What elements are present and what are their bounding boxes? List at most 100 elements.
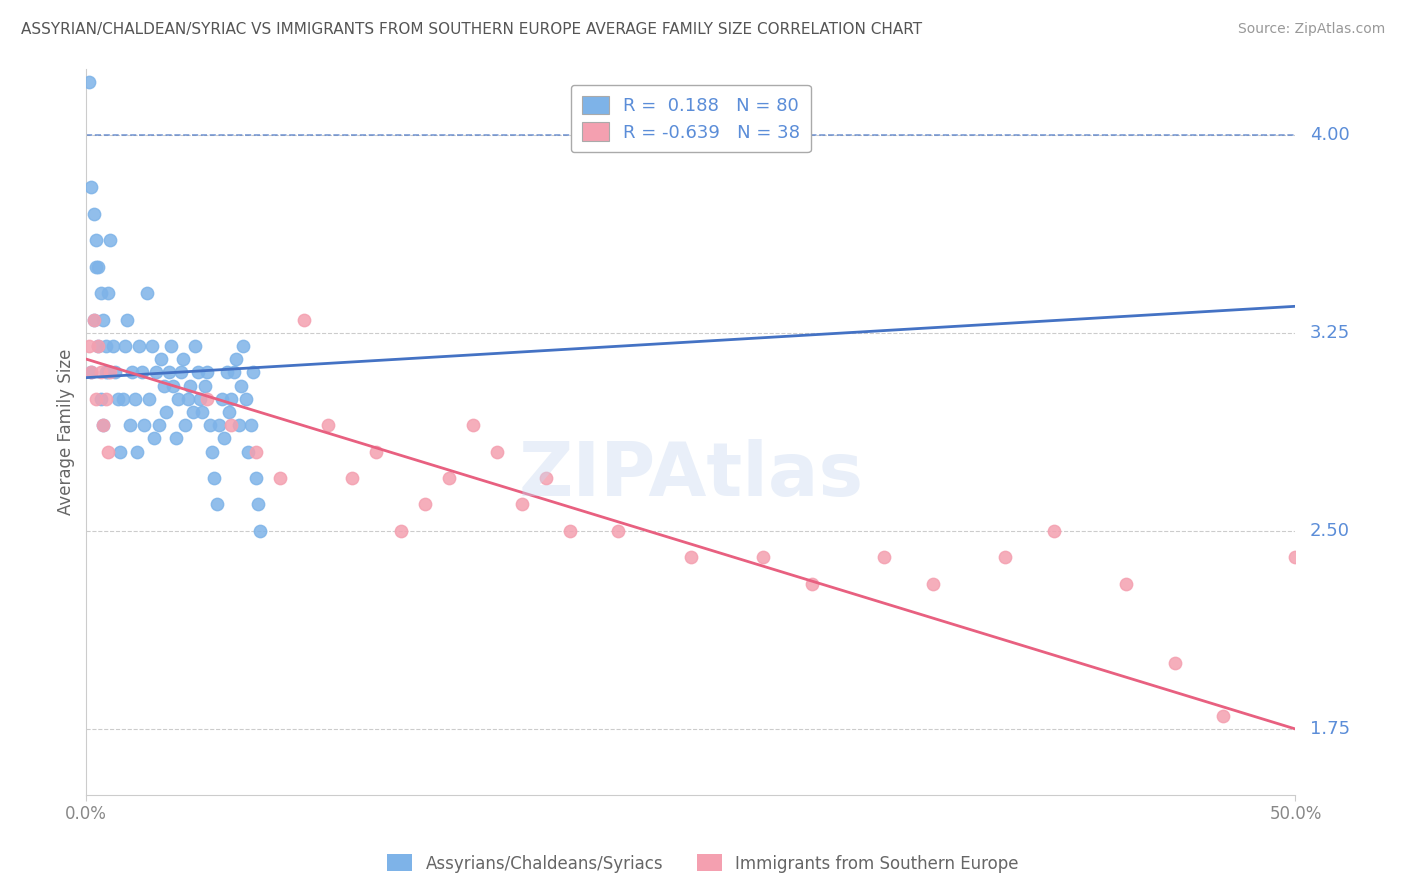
- Point: [125, 444, 148, 458]
- Point: [143, 431, 166, 445]
- Point: [191, 405, 214, 419]
- Point: [94, 365, 117, 379]
- Point: [124, 392, 146, 406]
- Point: [607, 524, 630, 538]
- Point: [413, 498, 436, 512]
- Point: [111, 392, 134, 406]
- Point: [486, 444, 509, 458]
- Point: [1284, 550, 1306, 565]
- Point: [195, 365, 218, 379]
- Point: [235, 392, 257, 406]
- Point: [83, 312, 105, 326]
- Point: [87, 339, 110, 353]
- Point: [558, 524, 581, 538]
- Point: [269, 471, 291, 485]
- Point: [366, 444, 388, 458]
- Point: [1115, 576, 1137, 591]
- Point: [131, 365, 153, 379]
- Point: [100, 233, 122, 247]
- Point: [198, 418, 221, 433]
- Point: [80, 365, 103, 379]
- Point: [1042, 524, 1064, 538]
- Point: [195, 392, 218, 406]
- Point: [246, 498, 269, 512]
- Point: [135, 286, 157, 301]
- Point: [165, 431, 187, 445]
- Point: [204, 471, 226, 485]
- Point: [194, 378, 217, 392]
- Point: [177, 392, 200, 406]
- Point: [218, 405, 240, 419]
- Text: Source: ZipAtlas.com: Source: ZipAtlas.com: [1237, 22, 1385, 37]
- Point: [167, 392, 190, 406]
- Point: [94, 339, 117, 353]
- Point: [84, 260, 107, 274]
- Point: [150, 352, 173, 367]
- Point: [1212, 708, 1234, 723]
- Point: [138, 392, 160, 406]
- Point: [205, 498, 228, 512]
- Point: [77, 75, 100, 89]
- Point: [97, 286, 120, 301]
- Point: [101, 339, 124, 353]
- Point: [155, 405, 177, 419]
- Point: [160, 339, 183, 353]
- Point: [77, 339, 100, 353]
- Point: [83, 312, 105, 326]
- Point: [114, 339, 136, 353]
- Point: [90, 365, 112, 379]
- Point: [90, 392, 112, 406]
- Text: 1.75: 1.75: [1310, 720, 1350, 738]
- Point: [510, 498, 533, 512]
- Legend: Assyrians/Chaldeans/Syriacs, Immigrants from Southern Europe: Assyrians/Chaldeans/Syriacs, Immigrants …: [381, 847, 1025, 880]
- Point: [141, 339, 163, 353]
- Point: [97, 365, 120, 379]
- Point: [162, 378, 184, 392]
- Point: [245, 444, 267, 458]
- Point: [534, 471, 557, 485]
- Point: [437, 471, 460, 485]
- Point: [1163, 656, 1185, 670]
- Point: [80, 365, 103, 379]
- Point: [229, 378, 252, 392]
- Point: [174, 418, 197, 433]
- Legend: R =  0.188   N = 80, R = -0.639   N = 38: R = 0.188 N = 80, R = -0.639 N = 38: [571, 85, 811, 153]
- Point: [117, 312, 139, 326]
- Point: [212, 431, 235, 445]
- Point: [188, 392, 211, 406]
- Point: [222, 365, 245, 379]
- Point: [128, 339, 150, 353]
- Point: [221, 392, 243, 406]
- Text: 4.00: 4.00: [1310, 126, 1350, 144]
- Text: ZIPAtlas: ZIPAtlas: [519, 439, 863, 512]
- Point: [752, 550, 775, 565]
- Point: [87, 260, 110, 274]
- Point: [225, 352, 247, 367]
- Text: 3.25: 3.25: [1310, 324, 1350, 342]
- Point: [118, 418, 141, 433]
- Point: [104, 365, 127, 379]
- Point: [238, 444, 260, 458]
- Point: [80, 180, 103, 194]
- Point: [97, 444, 120, 458]
- Point: [91, 312, 114, 326]
- Point: [211, 392, 233, 406]
- Point: [148, 418, 170, 433]
- Point: [228, 418, 250, 433]
- Point: [679, 550, 702, 565]
- Point: [232, 339, 254, 353]
- Point: [87, 339, 110, 353]
- Point: [186, 365, 208, 379]
- Point: [292, 312, 315, 326]
- Point: [245, 471, 267, 485]
- Point: [121, 365, 143, 379]
- Point: [145, 365, 167, 379]
- Point: [94, 392, 117, 406]
- Text: ASSYRIAN/CHALDEAN/SYRIAC VS IMMIGRANTS FROM SOUTHERN EUROPE AVERAGE FAMILY SIZE : ASSYRIAN/CHALDEAN/SYRIAC VS IMMIGRANTS F…: [21, 22, 922, 37]
- Point: [249, 524, 271, 538]
- Text: 2.50: 2.50: [1310, 522, 1350, 540]
- Point: [91, 418, 114, 433]
- Point: [389, 524, 412, 538]
- Point: [100, 365, 122, 379]
- Point: [152, 378, 174, 392]
